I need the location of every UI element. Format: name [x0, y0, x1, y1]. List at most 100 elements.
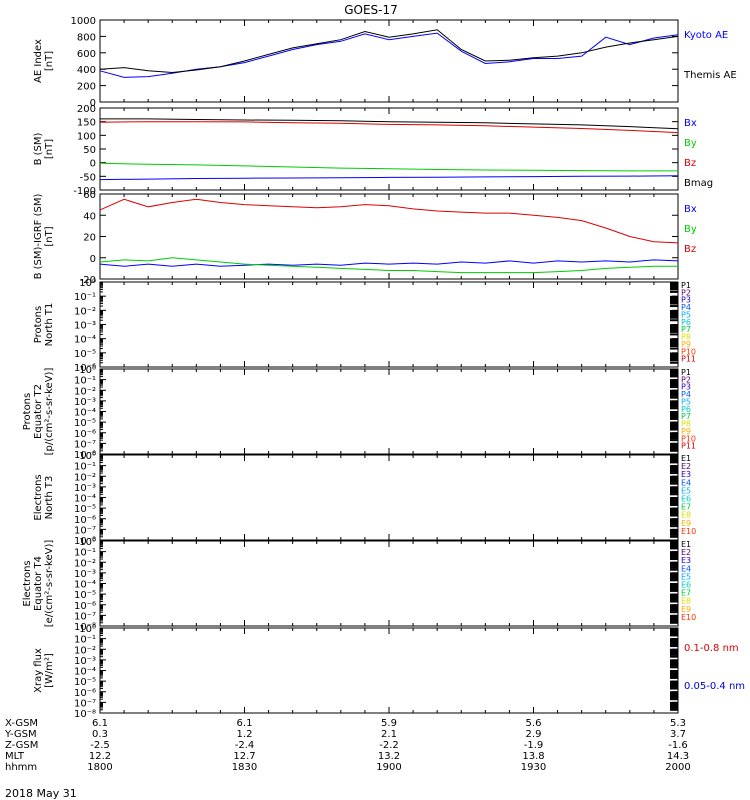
y-tick-label: 10⁻⁴ — [74, 580, 96, 591]
y-tick-label: 10⁻³ — [74, 397, 96, 408]
legend-item: 0.05-0.4 nm — [684, 681, 745, 692]
legend-p6: P6 — [681, 318, 691, 327]
legend-p9: P9 — [681, 340, 691, 349]
y-tick-label: 10⁻³ — [74, 569, 96, 580]
legend-e9: E9 — [681, 519, 691, 528]
y-tick-label: 10⁻¹ — [74, 548, 96, 559]
y-tick-label: 10⁻⁴ — [74, 667, 96, 678]
legend-p2: P2 — [681, 375, 691, 384]
legend-p8: P8 — [681, 420, 691, 429]
ephemeris-value: 5.3 — [670, 718, 686, 729]
y-axis-label-line: [W/m²] — [44, 653, 55, 688]
y-axis-label-line: Equator T2 — [33, 384, 44, 439]
legend-e5: E5 — [681, 486, 691, 495]
y-tick-label: 10⁻⁶ — [74, 429, 96, 440]
legend-p11: P11 — [681, 355, 696, 364]
ephemeris-value: 3.7 — [670, 729, 686, 740]
legend-p1: P1 — [681, 281, 691, 290]
y-tick-label: 0 — [90, 254, 96, 265]
y-tick-label: 10⁻⁵ — [74, 418, 96, 429]
legend-p2: P2 — [681, 288, 691, 297]
y-tick-label: 1000 — [71, 16, 96, 27]
ephemeris-value: 1800 — [87, 762, 112, 773]
legend-e10: E10 — [681, 613, 696, 622]
y-tick-label: 20 — [83, 233, 96, 244]
y-tick-label: 600 — [77, 49, 96, 60]
legend-e2: E2 — [681, 548, 691, 557]
legend-p10: P10 — [681, 434, 696, 443]
y-axis-label-line: B (SM)-IGRF (SM) — [33, 194, 44, 280]
y-tick-label: 10⁻¹ — [74, 635, 96, 646]
ephemeris-value: 5.6 — [526, 718, 542, 729]
legend-bx: Bx — [684, 204, 697, 215]
panel-e1: 10⁰10⁻¹10⁻²10⁻³10⁻⁴10⁻⁵10⁻⁶10⁻⁷10⁻⁸Elect… — [33, 451, 696, 547]
y-axis-label-line: Protons — [33, 306, 44, 343]
y-tick-label: 800 — [77, 32, 96, 43]
legend-kyoto-ae: Kyoto AE — [684, 30, 728, 41]
legend-p5: P5 — [681, 310, 691, 319]
y-axis-label-line: North T3 — [44, 476, 55, 520]
y-tick-label: 200 — [77, 104, 96, 115]
ephemeris-label: Z-GSM — [5, 740, 38, 751]
ephemeris-value: 2.9 — [526, 729, 542, 740]
y-tick-label: 10⁻⁶ — [74, 363, 96, 374]
legend-p4: P4 — [681, 303, 691, 312]
legend-bz: Bz — [684, 158, 696, 169]
legend-e4: E4 — [681, 564, 691, 573]
y-axis-label: Electrons North T3 — [33, 474, 55, 520]
y-axis-label-line: [e/(cm²-s-sr-keV)] — [44, 540, 55, 628]
y-tick-label: 100 — [77, 131, 96, 142]
legend-e3: E3 — [681, 556, 691, 565]
legend-by: By — [684, 138, 697, 149]
ephemeris-value: 6.1 — [237, 718, 253, 729]
legend-p9: P9 — [681, 427, 691, 436]
ephemeris-value: -2.5 — [90, 740, 110, 751]
y-tick-label: -50 — [80, 172, 96, 183]
y-axis-label-line: [p/(cm²-s-sr-keV)] — [44, 368, 55, 456]
y-tick-label: 10⁻² — [74, 645, 96, 656]
legend-p7: P7 — [681, 412, 691, 421]
y-tick-label: 10⁻¹ — [74, 462, 96, 473]
y-tick-label: 10⁻³ — [74, 656, 96, 667]
y-tick-label: -20 — [80, 275, 96, 286]
legend-p3: P3 — [681, 296, 691, 305]
y-tick-label: 10⁻² — [74, 472, 96, 483]
series-bx — [99, 175, 679, 181]
legend-e4: E4 — [681, 478, 691, 487]
y-axis-label-line: Equator T4 — [33, 556, 44, 611]
y-tick-label: 10⁻² — [74, 386, 96, 397]
ephemeris-value: 2000 — [665, 762, 690, 773]
y-axis-label: Protons North T1 — [33, 303, 55, 347]
y-tick-label: 10⁻⁷ — [74, 611, 96, 622]
y-tick-label: 0 — [90, 159, 96, 170]
y-tick-label: 10⁻² — [74, 558, 96, 569]
legend-e3: E3 — [681, 470, 691, 479]
y-tick-label: 10⁻⁶ — [74, 688, 96, 699]
y-axis-label-line: Xray flux — [33, 648, 44, 693]
y-tick-label: 60 — [83, 190, 96, 201]
legend-bmag: Bmag — [684, 178, 713, 189]
y-axis-label-line: AE Index — [33, 39, 44, 83]
ephemeris-label: Y-GSM — [4, 729, 37, 740]
legend-e7: E7 — [681, 503, 691, 512]
legend-p3: P3 — [681, 383, 691, 392]
panel-ae: 0 200 400 600 800 1000 AE Index [nT] Kyoto AE The… — [33, 16, 737, 109]
y-axis-label: B (SM)-IGRF (SM) [nT] — [33, 194, 55, 280]
panel-p1: 10⁰ 10⁻¹ 10⁻² 10⁻³ 10⁻⁴ 10⁻⁵ 10⁻⁶ Protons North … — [33, 278, 696, 374]
y-tick-label: 10⁻⁵ — [74, 590, 96, 601]
legend-item: 0.1-0.8 nm — [684, 643, 739, 654]
ephemeris-value: -2.4 — [235, 740, 255, 751]
ephemeris-value: 1900 — [376, 762, 401, 773]
legend-e1: E1 — [681, 454, 691, 463]
ephemeris-value: 5.9 — [381, 718, 397, 729]
y-tick-label: 10⁻⁴ — [74, 494, 96, 505]
ephemeris-label: MLT — [5, 751, 25, 762]
ephemeris-value: 12.7 — [233, 751, 255, 762]
ephemeris-value: -1.9 — [524, 740, 544, 751]
chart-title: GOES-17 — [344, 3, 398, 17]
y-tick-label: 10⁻⁸ — [74, 622, 96, 633]
panel-frame — [99, 281, 679, 368]
y-tick-label: 50 — [83, 145, 96, 156]
legend-e6: E6 — [681, 581, 691, 590]
